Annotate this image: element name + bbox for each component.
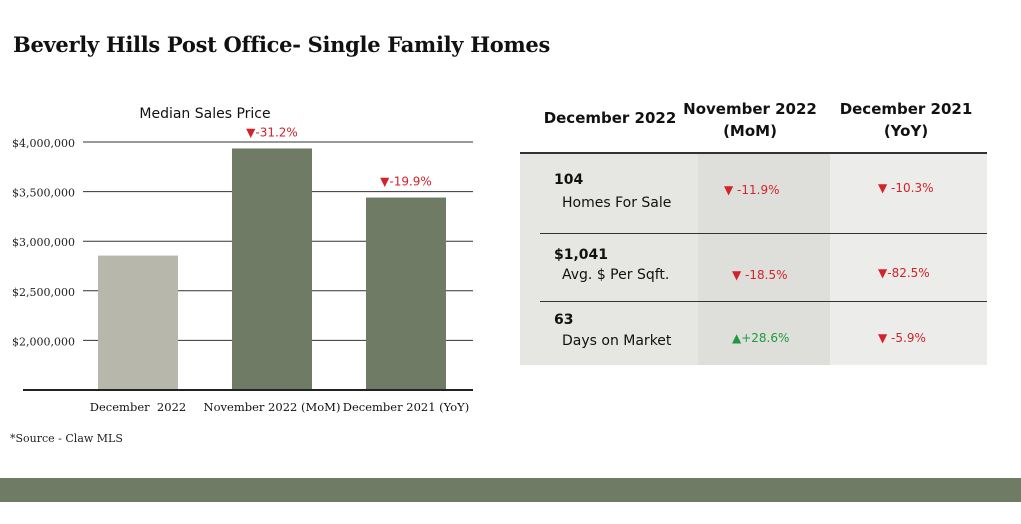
yoy-change-value: -5.9% bbox=[891, 331, 926, 345]
metrics-table: December 2022 November 2022 (MoM) Decemb… bbox=[520, 95, 987, 365]
header-mom-line2: (MoM) bbox=[723, 122, 777, 140]
page-title: Beverly Hills Post Office- Single Family… bbox=[13, 32, 550, 57]
header-current-month: December 2022 bbox=[520, 107, 700, 129]
down-arrow-icon: ▼ bbox=[878, 331, 892, 345]
table-cell: ▼ -11.9% bbox=[698, 154, 830, 234]
header-mom: November 2022 (MoM) bbox=[680, 98, 820, 142]
source-note: *Source - Claw MLS bbox=[10, 432, 123, 445]
down-arrow-icon: ▼ bbox=[878, 181, 892, 195]
y-tick-label: $2,500,000 bbox=[12, 286, 75, 299]
table-cell: ▼ -10.3% bbox=[830, 154, 987, 234]
y-tick-label: $2,000,000 bbox=[12, 335, 75, 348]
y-tick-label: $4,000,000 bbox=[12, 137, 75, 150]
metric-value: 63 bbox=[554, 312, 574, 328]
table-cell: 63 Days on Market bbox=[520, 302, 698, 365]
metric-label: Avg. $ Per Sqft. bbox=[562, 267, 670, 283]
bar bbox=[98, 255, 178, 390]
table-cell: ▼-82.5% bbox=[830, 234, 987, 302]
table-cell: ▼ -18.5% bbox=[698, 234, 830, 302]
down-arrow-icon: ▼ bbox=[724, 183, 738, 197]
up-arrow-icon: ▲ bbox=[732, 331, 742, 345]
header-divider bbox=[520, 152, 987, 154]
down-arrow-icon: ▼ bbox=[732, 268, 746, 282]
x-tick-label: December 2022 bbox=[90, 400, 186, 414]
x-tick-label: November 2022 (MoM) bbox=[204, 400, 341, 414]
table-cell: 104 Homes For Sale bbox=[520, 154, 698, 234]
yoy-change-value: -82.5% bbox=[887, 266, 930, 280]
mom-change-value: -11.9% bbox=[737, 183, 780, 197]
row-divider bbox=[540, 301, 987, 302]
data-label: ▼-19.9% bbox=[380, 175, 432, 189]
metric-label: Homes For Sale bbox=[562, 195, 672, 211]
down-arrow-icon: ▼ bbox=[878, 266, 888, 280]
median-sales-price-chart: Median Sales Price $2,000,000 $2,500,000 $3… bbox=[12, 106, 473, 414]
y-tick-label: $3,000,000 bbox=[12, 236, 75, 249]
yoy-change: ▼ -5.9% bbox=[878, 331, 926, 345]
yoy-change: ▼ -10.3% bbox=[878, 181, 934, 195]
data-label: ▼-31.2% bbox=[246, 125, 298, 139]
header-yoy: December 2021 (YoY) bbox=[825, 98, 987, 142]
metric-value: 104 bbox=[554, 172, 584, 188]
row-divider bbox=[540, 233, 987, 234]
table-cell: ▲+28.6% bbox=[698, 302, 830, 365]
metric-value: $1,041 bbox=[554, 247, 609, 263]
header-yoy-line2: (YoY) bbox=[883, 122, 929, 140]
chart-title: Median Sales Price bbox=[139, 106, 270, 122]
table-row: 104 Homes For Sale ▼ -11.9% ▼ -10.3% bbox=[520, 154, 987, 234]
bar bbox=[232, 148, 312, 390]
table-row: $1,041 Avg. $ Per Sqft. ▼ -18.5% ▼-82.5% bbox=[520, 234, 987, 302]
bar bbox=[366, 197, 446, 390]
yoy-change: ▼-82.5% bbox=[878, 266, 930, 280]
mom-change: ▲+28.6% bbox=[732, 331, 789, 345]
mom-change-value: +28.6% bbox=[741, 331, 790, 345]
footer-bar bbox=[0, 478, 1021, 502]
table-cell: $1,041 Avg. $ Per Sqft. bbox=[520, 234, 698, 302]
mom-change: ▼ -18.5% bbox=[732, 268, 788, 282]
header-mom-line1: November 2022 bbox=[683, 100, 817, 118]
header-yoy-line1: December 2021 bbox=[839, 100, 973, 118]
table-header: December 2022 November 2022 (MoM) Decemb… bbox=[520, 95, 987, 154]
header-current-month-label: December 2022 bbox=[543, 109, 677, 127]
mom-change-value: -18.5% bbox=[745, 268, 788, 282]
yoy-change-value: -10.3% bbox=[891, 181, 934, 195]
table-cell: ▼ -5.9% bbox=[830, 302, 987, 365]
y-tick-label: $3,500,000 bbox=[12, 187, 75, 200]
table-row: 63 Days on Market ▲+28.6% ▼ -5.9% bbox=[520, 302, 987, 365]
mom-change: ▼ -11.9% bbox=[724, 183, 780, 197]
metric-label: Days on Market bbox=[562, 333, 672, 349]
x-tick-label: December 2021 (YoY) bbox=[343, 400, 470, 414]
